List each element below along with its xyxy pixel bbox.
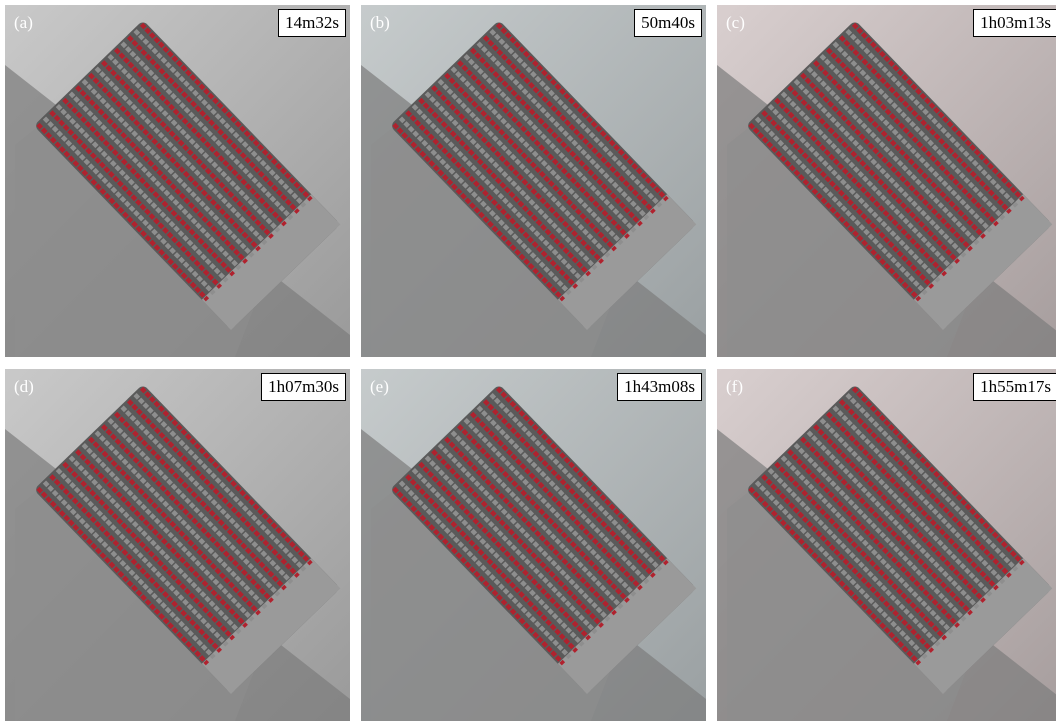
- photo: [5, 5, 350, 357]
- time-label: 1h55m17s: [973, 373, 1056, 401]
- panel-label: (c): [726, 13, 745, 33]
- photo-panel: (d) 1h07m30s: [5, 369, 350, 721]
- photo: [717, 369, 1056, 721]
- photo: [5, 369, 350, 721]
- panel-label: (b): [370, 13, 390, 33]
- photo-panel: (f) 1h55m17s: [717, 369, 1056, 721]
- photo-panel: (b) 50m40s: [361, 5, 706, 357]
- panel-label: (f): [726, 377, 743, 397]
- photo: [361, 369, 706, 721]
- time-label: 1h43m08s: [617, 373, 702, 401]
- photo: [717, 5, 1056, 357]
- panel-label: (d): [14, 377, 34, 397]
- panel-label: (e): [370, 377, 389, 397]
- panel-label: (a): [14, 13, 33, 33]
- time-label: 50m40s: [634, 9, 702, 37]
- figure: (a) 14m32s (b) 50m40s (c) 1h03m13s (d) 1h07m30s…: [0, 0, 1056, 722]
- photo-panel: (a) 14m32s: [5, 5, 350, 357]
- time-label: 14m32s: [278, 9, 346, 37]
- photo: [361, 5, 706, 357]
- time-label: 1h07m30s: [261, 373, 346, 401]
- time-label: 1h03m13s: [973, 9, 1056, 37]
- photo-panel: (e) 1h43m08s: [361, 369, 706, 721]
- photo-panel: (c) 1h03m13s: [717, 5, 1056, 357]
